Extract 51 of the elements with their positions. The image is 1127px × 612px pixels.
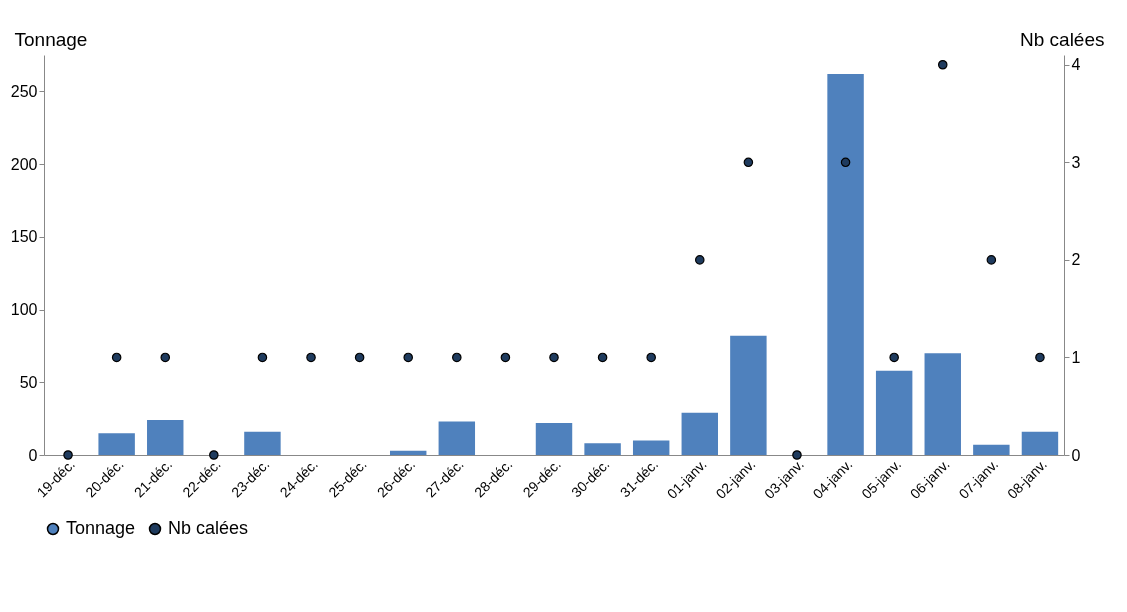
bar [98,433,135,455]
bar [681,412,719,455]
bar [730,335,767,455]
legend-label: Tonnage [66,518,136,538]
y-axis-title: Tonnage [14,28,88,50]
point [549,352,559,363]
point [160,352,171,363]
y2-tick-label: 2 [1071,251,1081,269]
y2-tick-label: 0 [1071,446,1081,464]
bar [389,450,427,455]
bar [535,423,573,455]
point [695,255,705,265]
point [840,157,851,168]
y-tick-label: 100 [10,301,38,319]
point [111,352,122,363]
point [986,255,997,265]
point [1035,352,1045,363]
bar [244,431,281,455]
point [209,450,219,460]
point [306,352,316,363]
bar [632,440,670,455]
y-tick-label: 250 [10,82,38,100]
point [63,450,73,460]
point [792,450,802,460]
bar [584,443,621,455]
y-tick-label: 50 [19,373,38,391]
point [937,59,948,70]
bar [827,73,864,455]
y-tick-label: 150 [10,228,38,246]
y2-axis-title: Nb calées [1020,28,1105,50]
point [597,352,608,363]
point [889,352,899,363]
legend-label: Nb calées [168,518,249,538]
bar [1021,431,1059,455]
point [452,352,462,363]
point [257,352,268,363]
point [354,352,365,363]
point [743,157,754,168]
y2-tick-label: 4 [1071,56,1081,74]
bar [875,370,913,455]
y2-tick-label: 1 [1071,348,1081,366]
point [500,352,511,363]
y-tick-label: 200 [10,155,38,173]
bar [438,421,476,455]
y2-tick-label: 3 [1071,153,1081,171]
bar [924,353,961,455]
point [403,352,413,363]
bar [147,420,184,455]
y-tick-label: 0 [28,446,38,464]
bar [973,444,1010,455]
point [646,352,656,363]
